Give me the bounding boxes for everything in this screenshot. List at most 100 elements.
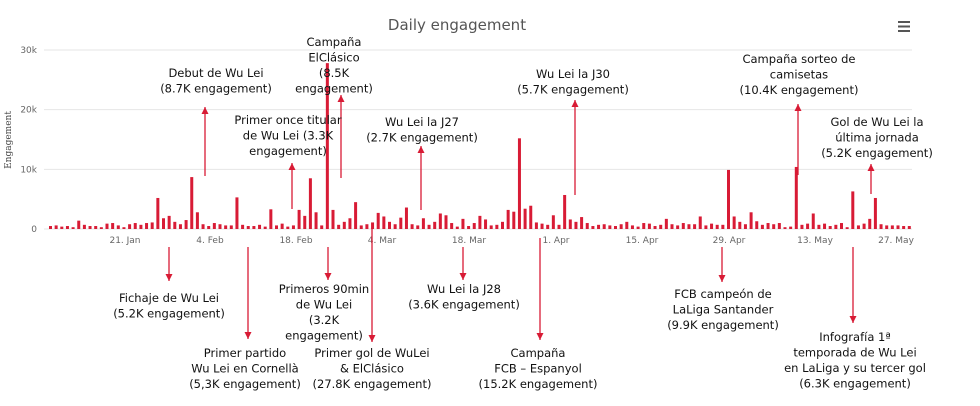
menu-icon[interactable] (898, 21, 910, 32)
bar (178, 224, 182, 229)
annotations: Debut de Wu Lei (8.7K engagement) Campaña E… (113, 35, 933, 391)
bar (133, 223, 137, 229)
annotation-text: de Wu Lei (296, 298, 352, 312)
annotation-text: Fichaje de Wu Lei (119, 291, 219, 305)
bar (320, 225, 324, 229)
bar (246, 226, 250, 229)
bar (523, 208, 527, 229)
bar (286, 226, 290, 229)
bar (890, 225, 894, 229)
bar (727, 169, 730, 229)
bar (851, 191, 855, 229)
bar (783, 227, 787, 229)
annotation-text: engagement) (285, 329, 363, 343)
bar (376, 212, 380, 229)
annotation-arrowhead (337, 95, 345, 102)
bar (173, 221, 177, 229)
x-tick-label: 18. Feb (279, 236, 312, 246)
bar (241, 224, 245, 229)
bar (772, 224, 776, 229)
bar (721, 224, 725, 229)
bar (450, 223, 454, 229)
bar (704, 225, 708, 229)
x-tick-label: 21. Jan (109, 236, 140, 246)
bar (150, 222, 154, 229)
annotation-text: camisetas (770, 68, 828, 82)
annotation: Campaña ElClásico(8.5K engagement) (295, 35, 373, 178)
bar (416, 225, 420, 229)
annotation: Primeros 90min de Wu Lei(3.2K engagement) (279, 247, 369, 343)
annotation-text: (5.2K engagement) (821, 146, 933, 160)
annotation-text: (6.3K engagement) (799, 377, 911, 391)
bar (823, 223, 827, 229)
bar (653, 226, 657, 229)
bar (484, 219, 488, 229)
annotation: Fichaje de Wu Lei (5.2K engagement) (113, 247, 225, 321)
bar (105, 223, 109, 229)
bar (303, 215, 307, 229)
x-tick-label: 29. Apr (713, 236, 746, 246)
bar (258, 224, 262, 229)
annotation-text: (2.7K engagement) (366, 131, 478, 145)
bar (359, 225, 363, 229)
annotation-text: temporada de Wu Lei (793, 346, 916, 360)
bar (94, 226, 98, 229)
bar (806, 223, 810, 229)
bar (817, 224, 821, 229)
bar (388, 221, 391, 229)
bar (698, 216, 702, 229)
bar (828, 226, 832, 229)
bar (664, 218, 668, 229)
annotation-text: (5.2K engagement) (113, 307, 225, 321)
y-axis-ticks: 0 10k 20k 30k (20, 46, 37, 235)
annotation-text: (5.7K engagement) (517, 83, 629, 97)
bar (789, 226, 793, 229)
bar (856, 225, 860, 229)
annotation: FCB campeón de LaLiga Santander(9.9K enga… (667, 247, 779, 332)
y-tick-label: 30k (20, 46, 37, 56)
annotation-text: engagement) (295, 82, 373, 96)
bar (404, 207, 408, 229)
bar (399, 217, 403, 229)
annotation-text: (8.7K engagement) (160, 82, 272, 96)
bar (568, 219, 572, 229)
annotation-text: Wu Lei en Cornellà (191, 362, 298, 376)
bar (393, 224, 397, 229)
annotation-text: (10.4K engagement) (740, 83, 859, 97)
bar (427, 224, 431, 229)
annotation-text: (27.8K engagement) (313, 377, 432, 391)
bar (614, 226, 617, 229)
bar (88, 226, 92, 229)
annotation-text: (3.6K engagement) (408, 298, 520, 312)
bar (873, 197, 877, 229)
chart-title: Daily engagement (388, 16, 526, 34)
annotation: Campaña sorteo de camisetas(10.4K engagem… (740, 52, 859, 175)
bar (647, 223, 651, 229)
bar (291, 225, 295, 229)
y-tick-label: 10k (20, 165, 37, 175)
bar (715, 224, 719, 229)
annotation-text: FCB campeón de (674, 287, 772, 301)
bar (275, 225, 278, 229)
bar (269, 209, 273, 229)
bar (212, 223, 216, 229)
annotation-text: (8.5K (319, 66, 350, 80)
annotation-text: engagement) (249, 144, 327, 158)
annotation-text: LaLiga Santander (673, 303, 774, 317)
bar (354, 202, 358, 229)
bar (885, 225, 889, 229)
bar (811, 213, 815, 229)
bar (472, 223, 476, 229)
bar (207, 226, 211, 229)
bar (421, 218, 425, 229)
annotation-text: Campaña (307, 35, 362, 49)
bar (184, 220, 188, 229)
bar (710, 223, 714, 229)
bar (608, 225, 612, 229)
bar (190, 177, 194, 229)
bar (145, 223, 149, 229)
annotation-text: Debut de Wu Lei (168, 66, 263, 80)
bar (263, 226, 267, 229)
